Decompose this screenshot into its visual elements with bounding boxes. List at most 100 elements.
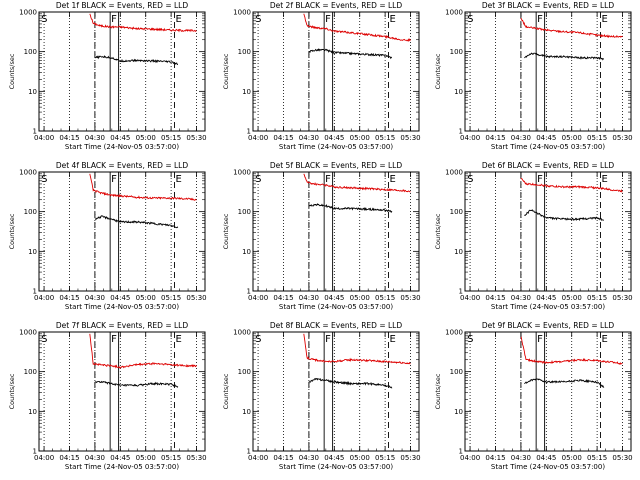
x-axis-label: Start Time (24-Nov-05 03:57:00) [65,143,179,151]
x-tick-label: 05:30 [612,454,632,462]
y-tick-label: 1 [33,288,37,296]
x-tick-label: 04:00 [34,454,54,462]
x-tick-label: 04:45 [324,454,344,462]
x-tick-label: 05:00 [350,454,370,462]
x-axis-label: Start Time (24-Nov-05 03:57:00) [491,143,605,151]
panel-title: Det 5f BLACK = Events, RED = LLD [270,161,403,170]
detector-panel-4: Det 4f BLACK = Events, RED = LLD 1 10 100 10… [8,161,207,311]
y-tick-label: 100 [24,368,37,376]
x-tick-label: 05:15 [161,294,181,302]
marker-e: E [602,14,608,25]
panel-title: Det 4f BLACK = Events, RED = LLD [56,161,189,170]
marker-s: S [467,14,473,25]
y-tick-label: 10 [454,88,463,96]
x-tick-label: 04:30 [299,454,319,462]
y-tick-label: 1000 [233,9,251,17]
x-tick-label: 04:15 [273,294,293,302]
panel-title: Det 7f BLACK = Events, RED = LLD [56,321,189,330]
x-tick-label: 05:00 [562,294,582,302]
y-tick-label: 100 [24,48,37,56]
x-axis-label: Start Time (24-Nov-05 03:57:00) [491,303,605,311]
series-lld-line [303,173,411,193]
series-lld-line [89,173,197,201]
series-events-line [524,209,605,222]
y-tick-label: 1 [459,288,463,296]
x-tick-label: 05:15 [161,134,181,142]
x-tick-label: 04:15 [485,134,505,142]
y-tick-label: 10 [28,248,37,256]
plot-frame [38,331,206,452]
y-tick-label: 1 [459,448,463,456]
x-tick-label: 05:00 [350,134,370,142]
y-axis-label: Counts/sec [8,373,16,409]
series-lld-line [520,177,623,193]
panel-title: Det 8f BLACK = Events, RED = LLD [270,321,403,330]
x-tick-label: 04:00 [248,294,268,302]
marker-f: F [325,334,331,345]
plot-frame [464,171,632,292]
x-tick-label: 04:30 [85,454,105,462]
series-events-line [524,378,605,388]
detector-panel-9: Det 9f BLACK = Events, RED = LLD 1 10 100 10… [434,321,633,471]
x-tick-label: 04:30 [299,294,319,302]
x-tick-label: 05:00 [136,134,156,142]
y-tick-label: 1000 [233,329,251,337]
y-axis-label: Counts/sec [222,373,230,409]
y-axis-label: Counts/sec [434,373,442,409]
x-tick-label: 05:15 [587,454,607,462]
y-tick-label: 1 [33,448,37,456]
y-tick-label: 1 [247,128,251,136]
plot-frame [252,171,420,292]
y-tick-label: 100 [450,208,463,216]
x-tick-label: 05:15 [375,294,395,302]
marker-f: F [325,174,331,185]
detector-panel-3: Det 3f BLACK = Events, RED = LLD 1 10 100 10… [434,1,633,151]
marker-f: F [537,14,543,25]
y-tick-label: 1000 [19,169,37,177]
x-tick-label: 04:45 [110,294,130,302]
x-tick-label: 05:15 [161,454,181,462]
x-tick-label: 04:30 [511,294,531,302]
x-tick-label: 05:15 [375,454,395,462]
panel-title: Det 6f BLACK = Events, RED = LLD [482,161,615,170]
panel-title: Det 3f BLACK = Events, RED = LLD [482,1,615,10]
marker-e: E [176,174,182,185]
x-tick-label: 05:30 [400,454,420,462]
x-tick-label: 04:15 [273,454,293,462]
x-tick-label: 04:00 [34,134,54,142]
plot-frame [252,331,420,452]
y-tick-label: 1000 [445,329,463,337]
x-tick-label: 04:15 [273,134,293,142]
x-tick-label: 04:00 [460,294,480,302]
y-tick-label: 100 [24,208,37,216]
marker-s: S [41,14,47,25]
x-tick-label: 05:15 [375,134,395,142]
y-tick-label: 100 [450,48,463,56]
detector-panel-5: Det 5f BLACK = Events, RED = LLD 1 10 100 10… [222,161,421,311]
marker-e: E [602,334,608,345]
x-tick-label: 04:15 [59,294,79,302]
y-tick-label: 100 [238,48,251,56]
y-tick-label: 1 [247,288,251,296]
y-axis-label: Counts/sec [434,213,442,249]
y-tick-label: 10 [454,408,463,416]
series-lld-line [303,333,411,365]
x-axis-label: Start Time (24-Nov-05 03:57:00) [279,303,393,311]
y-tick-label: 1000 [19,9,37,17]
marker-f: F [537,334,543,345]
series-events-line [94,380,179,388]
plot-frame [464,331,632,452]
x-tick-label: 04:00 [248,454,268,462]
plot-frame [38,11,206,132]
x-tick-label: 04:30 [511,134,531,142]
detector-panel-2: Det 2f BLACK = Events, RED = LLD 1 10 100 10… [222,1,421,151]
x-axis-label: Start Time (24-Nov-05 03:57:00) [279,463,393,471]
y-tick-label: 1000 [19,329,37,337]
series-events-line [94,215,179,229]
detector-panel-1: Det 1f BLACK = Events, RED = LLD 1 10 100 10… [8,1,207,151]
x-tick-label: 04:45 [324,294,344,302]
marker-e: E [390,334,396,345]
marker-f: F [537,174,543,185]
marker-s: S [467,334,473,345]
